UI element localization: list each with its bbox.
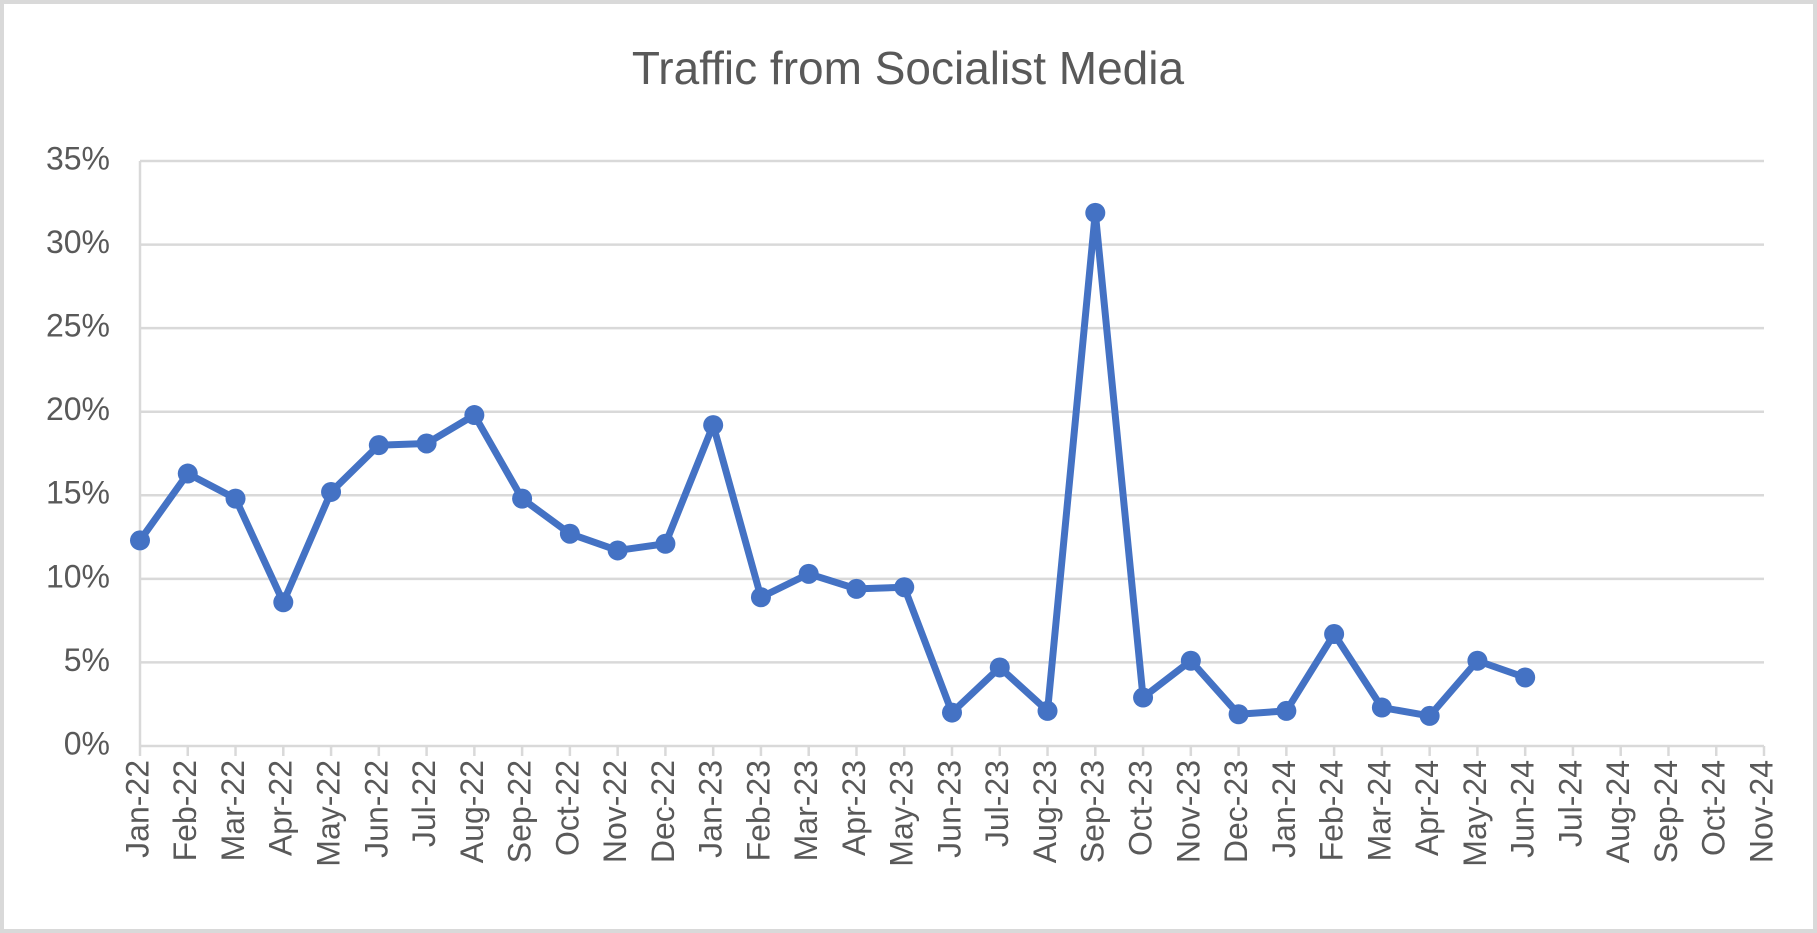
y-tick-label: 30% (46, 224, 110, 260)
x-tick-label: Feb-22 (167, 760, 203, 861)
x-tick-label: May-23 (884, 760, 920, 867)
x-tick-label: Sep-22 (502, 760, 538, 863)
x-tick-label: Nov-22 (597, 760, 633, 863)
data-point (273, 592, 294, 613)
x-tick-label: Aug-23 (1027, 760, 1063, 863)
data-point (942, 702, 962, 723)
x-tick-label: Jun-22 (358, 760, 394, 858)
data-point (512, 488, 533, 509)
y-tick-label: 5% (64, 642, 110, 678)
y-tick-label: 35% (46, 140, 110, 176)
x-tick-label: May-22 (311, 760, 347, 867)
x-tick-label: Mar-23 (788, 760, 824, 861)
x-tick-label: Mar-24 (1361, 760, 1397, 861)
y-tick-label: 10% (46, 558, 110, 594)
data-point (559, 523, 580, 544)
x-tick-label: May-24 (1457, 760, 1493, 867)
x-tick-label: Apr-22 (263, 760, 299, 856)
x-tick-label: Feb-24 (1314, 760, 1350, 861)
x-tick-label: Feb-23 (740, 760, 776, 861)
x-tick-label: Aug-22 (454, 760, 490, 863)
x-tick-label: Aug-24 (1600, 760, 1636, 863)
x-tick-label: Nov-23 (1170, 760, 1206, 863)
data-point (225, 488, 246, 509)
data-point (846, 578, 867, 599)
data-point (1085, 202, 1106, 223)
chart-title: Traffic from Socialist Media (632, 42, 1185, 94)
x-tick-label: Mar-22 (215, 760, 251, 861)
x-tick-label: Jul-23 (979, 760, 1015, 847)
x-tick-label: Oct-24 (1696, 760, 1732, 856)
y-tick-label: 25% (46, 308, 110, 344)
x-tick-label: Jan-24 (1266, 760, 1302, 858)
data-point (1419, 705, 1440, 726)
data-point (1371, 697, 1392, 718)
data-point (607, 540, 628, 561)
data-line (137, 209, 1527, 720)
x-tick-label: Apr-24 (1409, 760, 1445, 856)
x-tick-label: Dec-22 (645, 760, 681, 863)
x-tick-label: Jun-23 (931, 760, 967, 858)
x-tick-label: Dec-23 (1218, 760, 1254, 863)
y-tick-label: 20% (46, 391, 110, 427)
data-point (130, 530, 150, 551)
data-point (1467, 650, 1488, 671)
y-tick-label: 15% (46, 475, 110, 511)
data-point (703, 415, 724, 436)
data-point (1180, 650, 1201, 671)
data-point (177, 463, 198, 484)
data-point (798, 563, 819, 584)
data-point (750, 587, 771, 608)
data-point (894, 577, 915, 598)
data-point (1515, 667, 1536, 688)
x-tick-label: Oct-23 (1123, 760, 1159, 856)
x-tick-label: Jun-24 (1505, 760, 1541, 858)
y-tick-label: 0% (64, 725, 110, 761)
x-tick-label: Jul-22 (406, 760, 442, 847)
data-point (368, 435, 389, 456)
data-point (655, 533, 676, 554)
x-tick-label: Jul-24 (1552, 760, 1588, 847)
x-tick-label: Apr-23 (836, 760, 872, 856)
x-tick-label: Nov-24 (1743, 760, 1779, 863)
data-point (1276, 700, 1297, 721)
data-point (321, 481, 342, 502)
x-tick-label: Sep-23 (1075, 760, 1111, 863)
data-point (1133, 687, 1154, 708)
x-tick-label: Jan-22 (119, 760, 155, 858)
x-tick-label: Sep-24 (1648, 760, 1684, 863)
data-point (1037, 700, 1058, 721)
data-point (464, 405, 485, 426)
x-tick-label: Oct-22 (549, 760, 585, 856)
x-tick-label: Jan-23 (693, 760, 729, 858)
data-point (1228, 704, 1249, 725)
data-point (989, 657, 1010, 678)
data-point (1324, 624, 1345, 645)
data-point (416, 433, 437, 454)
